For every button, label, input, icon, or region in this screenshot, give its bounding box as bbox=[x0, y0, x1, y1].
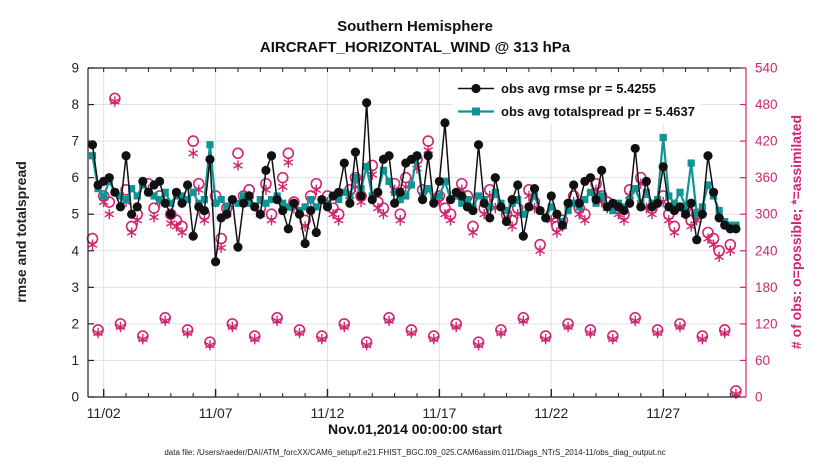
left-axis-label: rmse and totalspread bbox=[13, 161, 29, 303]
right-axis-ticks: 0 60 120 180 240 300 360 420 480 540 bbox=[740, 61, 778, 405]
svg-text:11/17: 11/17 bbox=[422, 405, 456, 421]
svg-text:180: 180 bbox=[755, 280, 778, 295]
rmse-series bbox=[87, 98, 741, 267]
svg-text:5: 5 bbox=[71, 207, 79, 222]
svg-text:360: 360 bbox=[755, 170, 778, 185]
svg-text:420: 420 bbox=[755, 134, 778, 149]
svg-text:480: 480 bbox=[755, 97, 778, 112]
svg-text:11/22: 11/22 bbox=[534, 405, 568, 421]
assimilated-obs-series bbox=[87, 96, 741, 400]
chart-titles: Southern Hemisphere AIRCRAFT_HORIZONTAL_… bbox=[0, 16, 830, 58]
svg-text:3: 3 bbox=[71, 280, 79, 295]
totalspread-legend-marker bbox=[458, 107, 494, 116]
possible-obs-series bbox=[86, 92, 742, 397]
legend-entry-rmse: obs avg rmse pr = 5.4255 bbox=[458, 77, 695, 100]
svg-text:11/12: 11/12 bbox=[310, 405, 344, 421]
datafile-caption: data file: /Users/raeder/DAI/ATM_forcXX/… bbox=[164, 448, 666, 457]
svg-text:11/27: 11/27 bbox=[646, 405, 680, 421]
right-axis-label: # of obs: o=possible; *=assimilated bbox=[788, 115, 804, 349]
svg-text:2: 2 bbox=[71, 316, 79, 331]
svg-text:11/02: 11/02 bbox=[87, 405, 121, 421]
legend-entry-rmse-label: obs avg rmse pr = 5.4255 bbox=[501, 81, 657, 96]
svg-text:240: 240 bbox=[755, 243, 778, 258]
svg-text:6: 6 bbox=[71, 170, 79, 185]
svg-text:540: 540 bbox=[755, 61, 778, 76]
x-axis-ticks: 11/02 11/07 11/12 11/17 11/22 11/27 bbox=[87, 389, 680, 421]
svg-text:9: 9 bbox=[71, 61, 79, 76]
svg-text:120: 120 bbox=[755, 316, 778, 331]
legend-entry-totalspread: obs avg totalspread pr = 5.4637 bbox=[458, 100, 695, 123]
svg-text:11/07: 11/07 bbox=[199, 405, 233, 421]
chart-subtitle: AIRCRAFT_HORIZONTAL_WIND @ 313 hPa bbox=[259, 39, 571, 56]
chart-title: Southern Hemisphere bbox=[337, 18, 493, 35]
svg-text:60: 60 bbox=[755, 353, 770, 368]
svg-text:8: 8 bbox=[71, 97, 79, 112]
svg-text:300: 300 bbox=[755, 207, 778, 222]
legend: obs avg rmse pr = 5.4255 obs avg totalsp… bbox=[452, 76, 701, 124]
chart-layers: 0 1 2 3 4 5 6 7 8 9 0 60 120 180 240 300 360 420 480 540 11/… bbox=[71, 61, 777, 422]
svg-text:0: 0 bbox=[755, 390, 763, 405]
svg-text:4: 4 bbox=[71, 243, 79, 258]
svg-text:1: 1 bbox=[71, 353, 79, 368]
svg-text:7: 7 bbox=[71, 134, 79, 149]
x-axis-label: Nov.01,2014 00:00:00 start bbox=[327, 421, 503, 437]
legend-entry-totalspread-label: obs avg totalspread pr = 5.4637 bbox=[501, 104, 695, 119]
svg-text:0: 0 bbox=[71, 390, 79, 405]
left-axis-ticks: 0 1 2 3 4 5 6 7 8 9 bbox=[71, 61, 94, 405]
rmse-legend-marker bbox=[458, 83, 494, 94]
